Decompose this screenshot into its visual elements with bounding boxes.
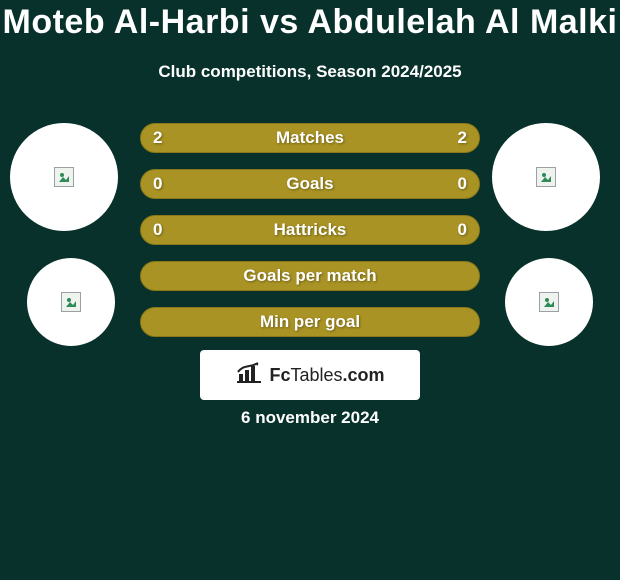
stat-right-value: 2	[458, 128, 467, 148]
logo-text-fc: Fc	[269, 365, 290, 385]
player1-avatar	[10, 123, 118, 231]
stat-row-goals-per-match: Goals per match	[140, 261, 480, 291]
image-placeholder-icon	[539, 292, 559, 312]
team1-avatar	[27, 258, 115, 346]
image-placeholder-icon	[536, 167, 556, 187]
stat-label: Matches	[141, 128, 479, 148]
image-placeholder-icon	[61, 292, 81, 312]
stat-row-hattricks: 0 Hattricks 0	[140, 215, 480, 245]
comparison-card: Moteb Al-Harbi vs Abdulelah Al Malki Clu…	[0, 0, 620, 580]
footer-date: 6 november 2024	[0, 408, 620, 428]
team2-avatar	[505, 258, 593, 346]
bar-chart-icon	[235, 362, 263, 389]
logo-text-com: .com	[343, 365, 385, 385]
stat-label: Goals	[141, 174, 479, 194]
logo-text: FcTables.com	[269, 365, 384, 386]
fctables-logo: FcTables.com	[200, 350, 420, 400]
player2-avatar	[492, 123, 600, 231]
logo-text-tables: Tables	[290, 365, 342, 385]
stat-row-goals: 0 Goals 0	[140, 169, 480, 199]
stat-label: Goals per match	[141, 266, 479, 286]
stat-label: Min per goal	[141, 312, 479, 332]
stat-label: Hattricks	[141, 220, 479, 240]
stat-right-value: 0	[458, 174, 467, 194]
stat-row-matches: 2 Matches 2	[140, 123, 480, 153]
page-title: Moteb Al-Harbi vs Abdulelah Al Malki	[0, 3, 620, 42]
stat-right-value: 0	[458, 220, 467, 240]
image-placeholder-icon	[54, 167, 74, 187]
stat-row-min-per-goal: Min per goal	[140, 307, 480, 337]
subtitle: Club competitions, Season 2024/2025	[0, 62, 620, 82]
